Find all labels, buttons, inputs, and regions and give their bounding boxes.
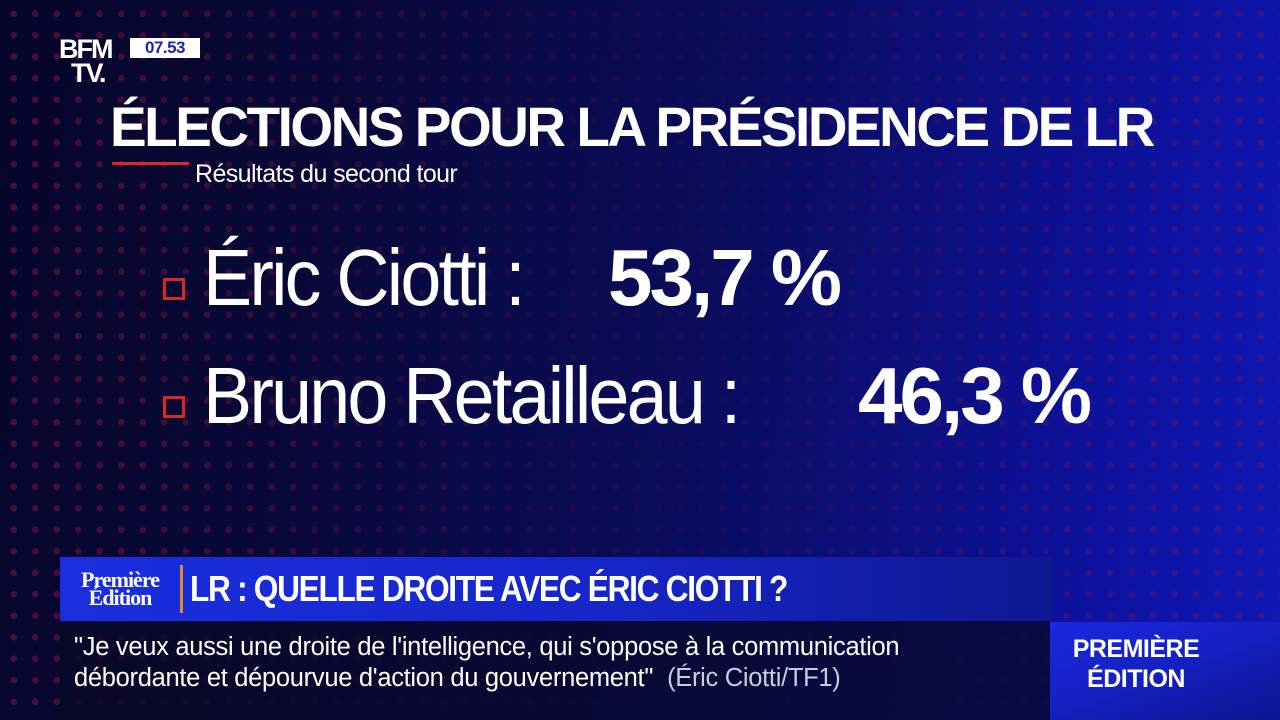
candidate-score: 46,3 % [858, 351, 1092, 440]
show-name-panel: PREMIÈRE ÉDITION [1050, 622, 1280, 720]
result-row: Éric Ciotti : 53,7 % [163, 218, 842, 338]
graphic-subtitle: Résultats du second tour [195, 160, 458, 188]
quote-band [60, 621, 1050, 720]
show-name-line-2: ÉDITION [1087, 665, 1185, 693]
logo-line-1: BFM [59, 34, 114, 64]
square-bullet-icon [163, 278, 185, 300]
candidate-name: Bruno Retailleau : [203, 351, 741, 440]
graphic-title: ÉLECTIONS POUR LA PRÉSIDENCE DE LR [110, 95, 1155, 158]
show-logo-line-1: Première [81, 567, 160, 592]
headline-banner: Première Édition LR : QUELLE DROITE AVEC… [60, 557, 1052, 621]
quote-line-2: débordante et dépourvue d'action du gouv… [74, 664, 654, 692]
quote-line-1: "Je veux aussi une droite de l'intellige… [74, 633, 900, 661]
orange-divider [180, 565, 183, 613]
logo-line-2: TV. [71, 58, 107, 88]
show-name-label: PREMIÈRE ÉDITION [1072, 634, 1200, 694]
quote-text: "Je veux aussi une droite de l'intellige… [74, 632, 1044, 694]
accent-line [112, 162, 189, 165]
candidate-name: Éric Ciotti : [203, 233, 526, 322]
show-name-line-1: PREMIÈRE [1072, 635, 1200, 663]
clock-badge: 07.53 [130, 38, 200, 58]
show-logo: Première Édition [60, 567, 180, 610]
result-row: Bruno Retailleau : 46,3 % [163, 336, 1092, 456]
show-logo-line-2: Édition [88, 585, 153, 610]
bfmtv-logo: BFM TV. [59, 34, 125, 88]
headline-text: LR : QUELLE DROITE AVEC ÉRIC CIOTTI ? [190, 568, 788, 609]
candidate-score: 53,7 % [608, 233, 842, 322]
square-bullet-icon [163, 396, 185, 418]
quote-source: (Éric Ciotti/TF1) [667, 664, 841, 692]
